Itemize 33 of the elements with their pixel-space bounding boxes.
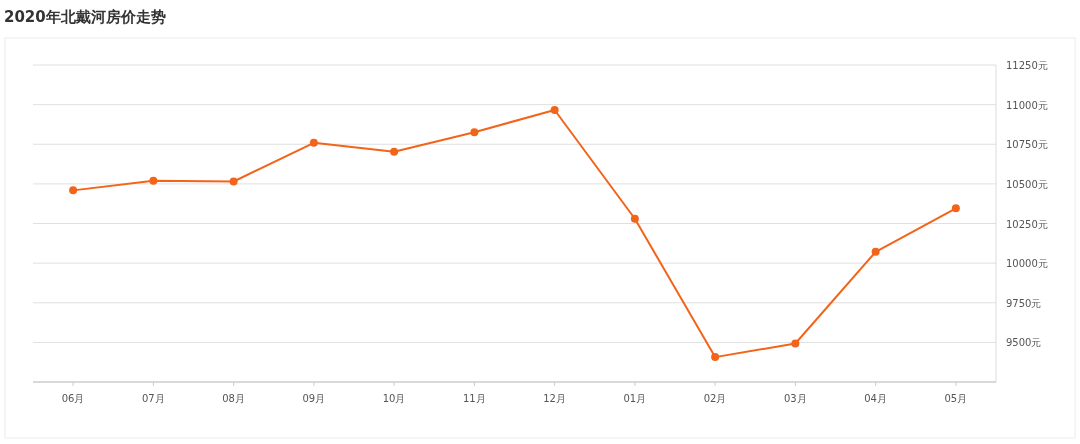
y-tick-label: 11000元: [1006, 99, 1048, 111]
point: [229, 177, 238, 186]
x-tick-label: 03月: [784, 393, 807, 404]
point: [149, 176, 158, 185]
x-tick-label: 06月: [61, 393, 85, 404]
point: [390, 147, 399, 156]
point: [711, 353, 720, 362]
point: [871, 247, 880, 256]
point: [309, 138, 318, 147]
x-tick-label: 08月: [222, 393, 245, 404]
x-tick-label: 02月: [703, 393, 727, 404]
y-tick-label: 9750元: [1006, 297, 1042, 309]
y-tick-label: 10250元: [1006, 218, 1048, 230]
x-tick-label: 07月: [142, 393, 165, 404]
x-tick-label: 11月: [463, 393, 486, 404]
x-tick-label: 04月: [864, 393, 887, 404]
chart-title: 2020年北戴河房价走势: [4, 8, 166, 26]
point: [791, 339, 800, 348]
x-tick-label: 12月: [543, 393, 566, 404]
x-tick-label: 01月: [623, 393, 647, 404]
x-tick-label: 10月: [382, 393, 406, 404]
x-tick-label: 05月: [944, 393, 968, 404]
point: [951, 204, 960, 213]
x-tick-label: 09月: [302, 393, 326, 404]
point: [470, 128, 479, 137]
y-tick-label: 9500元: [1006, 337, 1042, 349]
y-tick-label: 10750元: [1006, 139, 1048, 151]
y-tick-label: 10500元: [1006, 178, 1048, 190]
y-tick-label: 11250元: [1006, 60, 1048, 71]
point: [550, 106, 559, 115]
point: [69, 186, 78, 195]
y-tick-label: 10000元: [1006, 258, 1048, 270]
point: [630, 214, 639, 223]
